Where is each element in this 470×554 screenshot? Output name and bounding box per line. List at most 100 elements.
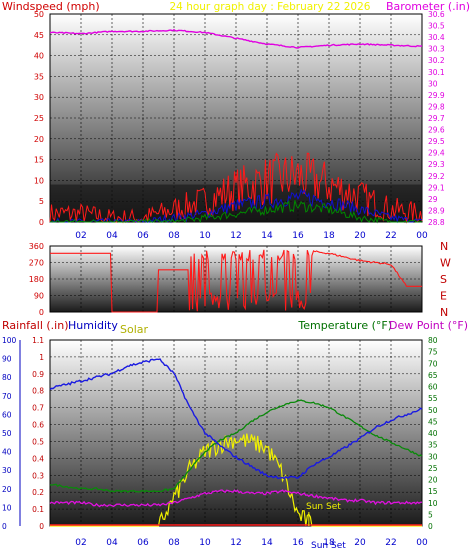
temperature-tick-label: 20: [428, 476, 438, 485]
humidity-line: [49, 358, 423, 480]
barometer-tick-label: 28.9: [428, 206, 445, 215]
x-tick-label: 16: [292, 538, 304, 548]
humidity-tick-label: 90: [2, 355, 12, 364]
direction-tick-label: 0: [39, 308, 44, 317]
compass-label: W: [440, 257, 451, 270]
x-tick-label: 08: [168, 538, 180, 548]
x-tick-label: 12: [230, 538, 241, 548]
barometer-tick-label: 30.4: [428, 33, 445, 42]
temperature-tick-label: 35: [428, 441, 438, 450]
temperature-tick-label: 60: [428, 383, 438, 392]
barometer-tick-label: 29.5: [428, 137, 445, 146]
humidity-tick-label: 30: [2, 466, 12, 475]
x-tick-label: 22: [385, 231, 396, 241]
wind-tick-label: 5: [39, 197, 44, 206]
x-tick-label: 20: [354, 231, 366, 241]
x-tick-label: 22: [385, 538, 396, 548]
barometer-line: [49, 28, 423, 49]
solar-axis-label: Solar: [120, 323, 149, 336]
direction-tick-label: 360: [29, 242, 44, 251]
temperature-tick-label: 0: [428, 522, 433, 531]
humidity-tick-label: 40: [2, 448, 12, 457]
rain-tick-label: 0.2: [32, 488, 44, 497]
rain-tick-label: 0.3: [32, 471, 44, 480]
temperature-tick-label: 80: [428, 336, 438, 345]
direction-tick-label: 270: [29, 259, 44, 268]
humidity-axis-label: Humidity: [68, 319, 118, 332]
humidity-tick-label: 80: [2, 373, 12, 382]
barometer-axis-label: Barometer (.in): [386, 0, 470, 13]
barometer-tick-label: 30.2: [428, 56, 445, 65]
rain-tick-label: 1.1: [32, 336, 44, 345]
compass-label: N: [440, 306, 448, 319]
x-tick-label: 20: [354, 538, 366, 548]
rain-tick-label: 0.1: [32, 505, 44, 514]
rain-tick-label: 0: [39, 522, 44, 531]
humidity-tick-label: 0: [2, 522, 7, 531]
temperature-tick-label: 65: [428, 371, 438, 380]
barometer-tick-label: 30: [428, 79, 438, 88]
barometer-tick-label: 30.3: [428, 45, 445, 54]
solar-line: [50, 433, 422, 527]
barometer-tick-label: 29.8: [428, 102, 445, 111]
sunset-axis-annotation: Sun Set: [311, 541, 346, 551]
temperature-tick-label: 25: [428, 464, 438, 473]
wind-tick-label: 35: [34, 72, 44, 81]
dewpoint-line: [49, 489, 423, 508]
x-tick-label: 12: [230, 231, 241, 241]
x-tick-label: 18: [323, 538, 335, 548]
barometer-tick-label: 29.2: [428, 172, 445, 181]
wind-axis-label: Windspeed (mph): [2, 0, 100, 13]
barometer-tick-label: 29.4: [428, 149, 445, 158]
direction-tick-label: 90: [34, 292, 44, 301]
wind-tick-label: 0: [39, 218, 44, 227]
temperature-tick-label: 40: [428, 429, 438, 438]
temperature-tick-label: 50: [428, 406, 438, 415]
temperature-tick-label: 10: [428, 499, 438, 508]
x-tick-label: 06: [137, 231, 149, 241]
compass-label: S: [440, 273, 447, 286]
temperature-tick-label: 30: [428, 452, 438, 461]
humidity-tick-label: 70: [2, 392, 12, 401]
sunset-annotation: Sun Set: [306, 502, 341, 512]
rain-tick-label: 0.4: [32, 454, 44, 463]
wind-tick-label: 15: [34, 156, 44, 165]
low-wind-band: [50, 184, 422, 222]
x-tick-label: 04: [106, 231, 118, 241]
wind-tick-label: 30: [34, 93, 44, 102]
chart-title: 24 hour graph day : February 22 2026: [170, 1, 371, 13]
x-tick-label: 06: [137, 538, 149, 548]
temperature-tick-label: 15: [428, 487, 438, 496]
rain-humidity-temp-panel: Rainfall (.in) Humidity Solar Temperatur…: [2, 319, 468, 551]
x-tick-label: 14: [261, 538, 273, 548]
temperature-tick-label: 55: [428, 394, 438, 403]
rain-tick-label: 0.9: [32, 370, 44, 379]
temperature-tick-label: 45: [428, 417, 438, 426]
temperature-tick-label: 75: [428, 348, 438, 357]
direction-tick-label: 180: [29, 275, 44, 284]
wind-tick-label: 40: [34, 52, 44, 61]
rainfall-axis-label: Rainfall (.in): [2, 319, 69, 332]
barometer-tick-label: 28.8: [428, 218, 445, 227]
wind-tick-label: 10: [34, 176, 44, 185]
windspeed-gust-line: [49, 152, 423, 224]
barometer-tick-label: 29.9: [428, 91, 445, 100]
compass-label: N: [440, 240, 448, 253]
rain-tick-label: 0.7: [32, 404, 44, 413]
x-tick-label: 14: [261, 231, 273, 241]
humidity-tick-label: 100: [2, 336, 17, 345]
barometer-tick-label: 30.1: [428, 68, 445, 77]
compass-label: E: [440, 290, 447, 303]
humidity-tick-label: 50: [2, 429, 12, 438]
x-tick-label: 18: [323, 231, 335, 241]
wind-tick-label: 20: [34, 135, 44, 144]
x-tick-label: 16: [292, 231, 304, 241]
barometer-tick-label: 29.3: [428, 160, 445, 169]
humidity-tick-label: 10: [2, 503, 12, 512]
temperature-line: [49, 399, 423, 493]
rain-tick-label: 0.8: [32, 387, 44, 396]
x-tick-label: 02: [75, 538, 86, 548]
barometer-tick-label: 30.5: [428, 22, 445, 31]
